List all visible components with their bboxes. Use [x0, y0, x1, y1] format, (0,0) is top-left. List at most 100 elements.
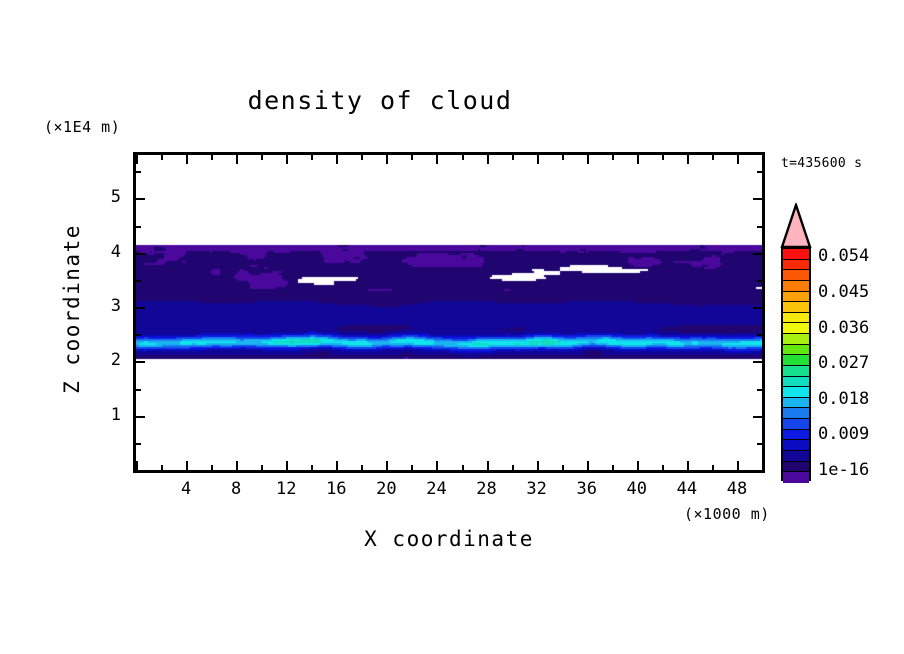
- colorbar-band: [783, 440, 809, 451]
- x-tick-label: 16: [326, 479, 347, 499]
- x-minor-tick: [612, 465, 614, 470]
- y-minor-tick: [136, 334, 141, 336]
- y-tick-label: 4: [110, 241, 121, 262]
- colorbar-tick-label: 0.054: [818, 246, 870, 267]
- x-major-tick-top: [236, 155, 238, 164]
- y-major-tick: [136, 307, 145, 309]
- x-minor-tick: [411, 465, 413, 470]
- y-major-tick: [136, 253, 145, 255]
- x-minor-tick: [311, 465, 313, 470]
- x-minor-tick: [261, 465, 263, 470]
- x-minor-tick-top: [762, 155, 764, 160]
- colorbar-band: [783, 312, 809, 324]
- x-tick-label: 20: [376, 479, 397, 499]
- x-major-tick-top: [386, 155, 388, 164]
- x-major-tick: [186, 461, 188, 470]
- x-major-tick-top: [687, 155, 689, 164]
- colorbar-band: [783, 291, 809, 303]
- x-major-tick: [487, 461, 489, 470]
- x-tick-label: 44: [676, 479, 698, 499]
- y-minor-tick-right: [757, 443, 762, 445]
- x-minor-tick-top: [662, 155, 664, 160]
- colorbar-band: [783, 355, 809, 366]
- x-major-tick-top: [737, 155, 739, 164]
- x-major-tick-top: [436, 155, 438, 164]
- y-major-tick-right: [753, 470, 762, 472]
- x-major-tick-top: [487, 155, 489, 164]
- page-title: density of cloud: [247, 86, 513, 115]
- y-minor-tick: [136, 389, 141, 391]
- x-tick-label: 12: [275, 479, 297, 499]
- x-minor-tick: [161, 465, 163, 470]
- colorbar-band: [783, 323, 809, 334]
- x-axis-unit-label: (×1000 m): [684, 505, 770, 523]
- x-minor-tick-top: [462, 155, 464, 160]
- x-minor-tick: [462, 465, 464, 470]
- x-major-tick: [537, 461, 539, 470]
- x-tick-label: 28: [476, 479, 497, 499]
- colorbar-tick-label: 0.045: [818, 282, 870, 302]
- x-tick-label: 24: [426, 479, 447, 499]
- y-major-tick-right: [753, 198, 762, 200]
- x-minor-tick: [512, 465, 514, 470]
- x-major-tick: [737, 461, 739, 470]
- y-major-tick-right: [753, 361, 762, 363]
- colorbar-band: [783, 472, 809, 483]
- colorbar-tick-label: 0.009: [818, 424, 870, 445]
- y-minor-tick: [136, 443, 141, 445]
- colorbar-band: [783, 344, 809, 356]
- x-tick-label: 8: [231, 479, 242, 499]
- y-minor-tick-right: [757, 171, 762, 173]
- colorbar-tick-label: 0.036: [818, 317, 870, 338]
- y-minor-tick-right: [757, 389, 762, 391]
- y-tick-label: 5: [110, 187, 121, 208]
- colorbar-band: [783, 259, 809, 271]
- colorbar-band: [783, 249, 809, 260]
- x-major-tick-top: [587, 155, 589, 164]
- colorbar-band: [783, 461, 809, 473]
- x-minor-tick-top: [361, 155, 363, 160]
- x-tick-label: 32: [526, 479, 547, 499]
- x-minor-tick-top: [562, 155, 564, 160]
- x-minor-tick-top: [712, 155, 714, 160]
- y-major-tick: [136, 361, 145, 363]
- x-tick-label: 4: [180, 479, 192, 499]
- x-major-tick-top: [186, 155, 188, 164]
- y-minor-tick: [136, 171, 141, 173]
- timestamp-annotation: t=435600 s: [781, 156, 863, 171]
- x-major-tick-top: [286, 155, 288, 164]
- y-major-tick-right: [753, 416, 762, 418]
- colorbar: [779, 203, 813, 483]
- colorbar-band: [783, 334, 809, 345]
- colorbar-tick-label: 0.018: [818, 388, 870, 409]
- y-axis-unit-label: (×1E4 m): [44, 118, 121, 136]
- x-axis-title: X coordinate: [364, 527, 534, 551]
- x-major-tick: [637, 461, 639, 470]
- colorbar-band: [783, 365, 809, 377]
- x-tick-label: 48: [726, 479, 748, 499]
- x-tick-label: 36: [576, 479, 597, 499]
- colorbar-band: [783, 387, 809, 398]
- y-major-tick: [136, 416, 145, 418]
- colorbar-band: [783, 270, 809, 281]
- y-minor-tick-right: [757, 334, 762, 336]
- colorbar-bands: [781, 247, 811, 483]
- x-major-tick: [587, 461, 589, 470]
- x-major-tick: [236, 461, 238, 470]
- colorbar-band: [783, 408, 809, 419]
- y-axis-title: Z coordinate: [60, 224, 84, 394]
- x-minor-tick-top: [512, 155, 514, 160]
- x-major-tick-top: [336, 155, 338, 164]
- x-minor-tick-top: [411, 155, 413, 160]
- y-minor-tick-right: [757, 226, 762, 228]
- contour-plot-frame: [133, 152, 765, 473]
- y-minor-tick: [136, 280, 141, 282]
- colorbar-band: [783, 302, 809, 313]
- colorbar-band: [783, 397, 809, 409]
- y-minor-tick-right: [757, 280, 762, 282]
- x-minor-tick: [211, 465, 213, 470]
- x-minor-tick-top: [612, 155, 614, 160]
- x-minor-tick: [762, 465, 764, 470]
- x-major-tick: [136, 461, 138, 470]
- y-tick-label: 2: [110, 350, 121, 371]
